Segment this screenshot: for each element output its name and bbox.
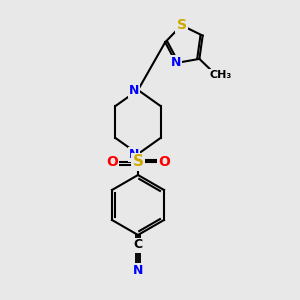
Text: N: N: [133, 263, 143, 277]
Text: O: O: [106, 155, 118, 169]
Text: N: N: [171, 56, 181, 70]
Text: N: N: [129, 83, 139, 97]
Text: C: C: [134, 238, 142, 251]
Text: CH₃: CH₃: [209, 70, 231, 80]
Text: S: S: [133, 154, 143, 169]
Text: O: O: [158, 155, 170, 169]
Text: S: S: [176, 18, 187, 32]
Text: N: N: [129, 148, 139, 160]
